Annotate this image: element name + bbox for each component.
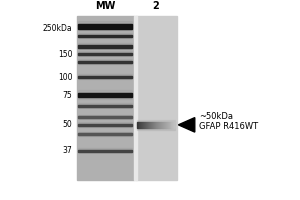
Bar xyxy=(135,16,177,180)
Bar xyxy=(78,24,132,29)
Text: 50: 50 xyxy=(63,120,72,129)
Text: GFAP R416WT: GFAP R416WT xyxy=(199,122,258,131)
Bar xyxy=(78,105,132,107)
Text: 37: 37 xyxy=(63,146,72,155)
Bar xyxy=(78,115,132,116)
Bar xyxy=(144,122,145,128)
Bar xyxy=(78,63,132,64)
Bar xyxy=(154,122,155,128)
Bar xyxy=(134,16,136,180)
Bar xyxy=(78,35,132,37)
Bar xyxy=(155,122,156,128)
Bar xyxy=(78,43,132,45)
Bar xyxy=(78,61,132,63)
Bar xyxy=(148,122,149,128)
Bar xyxy=(78,103,132,105)
Bar xyxy=(158,122,159,128)
Bar xyxy=(173,122,174,128)
Bar xyxy=(78,132,132,133)
Bar xyxy=(78,97,132,99)
Bar xyxy=(162,122,163,128)
Text: ~50kDa: ~50kDa xyxy=(199,112,233,121)
Text: 75: 75 xyxy=(63,91,72,100)
Bar xyxy=(78,126,132,127)
Bar xyxy=(78,78,132,79)
Bar xyxy=(78,53,132,55)
Bar xyxy=(143,122,144,128)
Bar xyxy=(160,122,161,128)
Text: 100: 100 xyxy=(58,73,72,82)
Bar xyxy=(78,74,132,76)
Bar xyxy=(139,122,140,128)
Bar xyxy=(140,122,141,128)
Bar xyxy=(159,122,160,128)
Bar xyxy=(156,122,157,128)
Bar xyxy=(78,21,132,24)
Bar xyxy=(136,120,176,122)
Bar xyxy=(161,122,162,128)
Bar xyxy=(169,122,170,128)
Bar xyxy=(152,122,153,128)
Bar xyxy=(78,93,132,97)
Polygon shape xyxy=(178,118,195,132)
Bar xyxy=(78,135,132,136)
Bar xyxy=(78,51,132,53)
Bar xyxy=(164,122,165,128)
Bar xyxy=(136,122,137,128)
Bar xyxy=(78,76,132,78)
Bar xyxy=(78,124,132,126)
Bar xyxy=(78,55,132,56)
Bar xyxy=(145,122,146,128)
Bar xyxy=(157,122,158,128)
Bar xyxy=(78,116,132,118)
Bar xyxy=(78,122,132,124)
Bar xyxy=(163,122,164,128)
Bar xyxy=(141,122,142,128)
Bar xyxy=(147,122,148,128)
Bar xyxy=(78,45,132,48)
Bar xyxy=(78,148,132,150)
Bar xyxy=(78,37,132,38)
Bar xyxy=(77,16,134,180)
Bar xyxy=(78,33,132,35)
Bar xyxy=(78,118,132,119)
Text: MW: MW xyxy=(95,1,116,11)
Bar xyxy=(170,122,172,128)
Bar xyxy=(167,122,168,128)
Bar xyxy=(78,133,132,135)
Bar xyxy=(169,122,170,128)
Bar xyxy=(165,122,166,128)
Bar xyxy=(151,122,152,128)
Bar xyxy=(153,122,154,128)
Bar xyxy=(174,122,175,128)
Bar xyxy=(172,122,173,128)
Bar xyxy=(146,122,147,128)
Bar xyxy=(78,90,132,93)
Bar xyxy=(78,150,132,152)
Bar xyxy=(150,122,151,128)
Bar xyxy=(78,48,132,49)
Bar xyxy=(78,59,132,61)
Text: 250kDa: 250kDa xyxy=(43,24,72,33)
Bar xyxy=(142,122,143,128)
Bar xyxy=(149,122,150,128)
Bar xyxy=(166,122,167,128)
Bar xyxy=(168,122,169,128)
Bar xyxy=(78,29,132,30)
Bar xyxy=(136,128,176,130)
Bar xyxy=(78,107,132,108)
Text: 2: 2 xyxy=(153,1,159,11)
Bar xyxy=(137,122,139,128)
Text: 150: 150 xyxy=(58,50,72,59)
